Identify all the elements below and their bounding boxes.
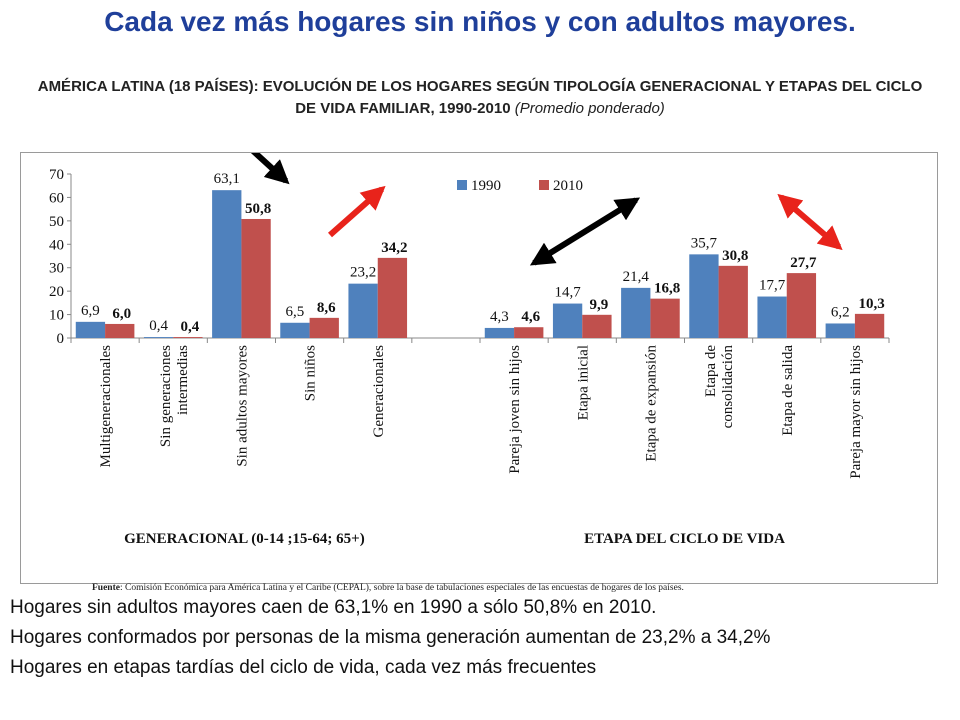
y-tick-label: 70 [49,167,64,183]
category-label: Etapa de salida [780,345,796,436]
bar-2010 [309,317,339,338]
data-label-2010: 30,8 [722,248,748,264]
group-label-ciclo: ETAPA DEL CICLO DE VIDA [584,531,785,547]
legend-label-2010: 2010 [553,178,583,194]
group-label-generacional: GENERACIONAL (0-14 ;15-64; 65+) [124,531,365,547]
increase-arrow-ciclo [777,193,843,251]
data-label-1990: 6,9 [81,303,100,319]
data-label-2010: 0,4 [181,319,200,335]
bar-1990 [212,190,242,338]
y-tick-label: 40 [49,237,64,253]
bar-2010 [377,257,408,338]
bar-1990 [621,287,651,338]
bar-1990 [280,322,310,338]
category-label: Pareja mayor sin hijos [848,345,864,479]
data-label-2010: 6,0 [112,306,131,322]
data-label-1990: 35,7 [691,235,718,251]
bar-1990 [348,283,378,338]
category-label: Sin niños [303,345,319,401]
page-title: Cada vez más hogares sin niños y con adu… [104,6,856,37]
bar-1990 [825,323,855,338]
bar-2010 [241,218,271,338]
data-label-2010: 8,6 [317,300,336,316]
data-label-1990: 14,7 [554,285,581,301]
legend-label-1990: 1990 [471,178,501,194]
source-label: Fuente [92,583,120,593]
legend-swatch-1990 [457,180,467,190]
bar-2010 [786,273,817,338]
bar-1990 [552,303,583,338]
data-label-1990: 6,2 [831,304,850,320]
data-label-1990: 0,4 [149,318,168,334]
bar-2010 [105,323,135,338]
category-label: Etapa inicial [575,345,591,420]
bar-1990 [143,337,174,338]
bar-1990 [689,254,719,338]
source-text: : Comisión Económica para América Latina… [119,583,684,593]
decrease-arrow [250,153,290,185]
finding-2: Hogares conformados por personas de la m… [10,627,771,648]
finding-3: Hogares en etapas tardías del ciclo de v… [10,657,597,678]
data-label-1990: 17,7 [759,278,786,294]
category-label: Pareja joven sin hijos [507,345,523,474]
data-label-2010: 4,6 [521,309,540,325]
finding-1: Hogares sin adultos mayores caen de 63,1… [10,597,657,618]
data-label-1990: 6,5 [286,304,305,320]
category-label: consolidación [720,345,736,429]
data-label-2010: 34,2 [381,240,407,256]
category-label: Sin generaciones [158,345,174,447]
bar-chart: 0 10 20 30 40 50 60 70 6,9 6,0 Multigeneracionales… [49,153,890,547]
category-label: Multigeneracionales [98,345,114,468]
y-tick-label: 50 [49,214,64,230]
category-label: Etapa de [703,345,719,397]
category-label: Generacionales [371,345,387,438]
data-label-2010: 10,3 [858,296,884,312]
bar-1990 [757,296,787,338]
data-label-1990: 63,1 [214,171,240,187]
subtitle-note: (Promedio ponderado) [514,100,665,117]
bar-1990 [484,327,515,338]
data-label-2010: 9,9 [590,297,609,313]
shift-arrow-ciclo [529,197,641,266]
y-tick-label: 30 [49,261,64,277]
data-label-2010: 16,8 [654,281,680,297]
chart-subtitle: AMÉRICA LATINA (18 PAÍSES): EVOLUCIÓN DE… [30,76,930,120]
category-label: intermedias [175,345,191,415]
bar-2010 [514,327,544,338]
subtitle-main: AMÉRICA LATINA (18 PAÍSES): EVOLUCIÓN DE… [37,78,923,117]
increase-arrow-generacionales [328,185,386,238]
category-label: Sin adultos mayores [234,345,250,467]
bar-2010 [650,298,680,338]
data-label-2010: 27,7 [790,255,817,271]
y-tick-label: 60 [49,190,64,206]
data-label-2010: 50,8 [245,201,271,217]
y-tick-label: 0 [57,331,65,347]
bar-2010 [582,314,612,338]
data-label-1990: 4,3 [490,309,509,325]
source-note: Fuente: Comisión Económica para América … [92,583,684,593]
key-findings: Hogares sin adultos mayores caen de 63,1… [10,596,940,680]
category-label: Etapa de expansión [643,345,659,462]
bar-2010 [718,265,748,338]
bar-2010 [854,313,885,338]
data-label-1990: 23,2 [350,265,376,281]
y-tick-label: 20 [49,284,64,300]
legend-swatch-2010 [539,180,549,190]
y-tick-label: 10 [49,308,64,324]
bar-1990 [75,321,106,338]
chart-panel: 0 10 20 30 40 50 60 70 6,9 6,0 Multigeneracionales… [20,152,938,584]
bar-2010 [173,337,203,338]
data-label-1990: 21,4 [623,269,650,285]
